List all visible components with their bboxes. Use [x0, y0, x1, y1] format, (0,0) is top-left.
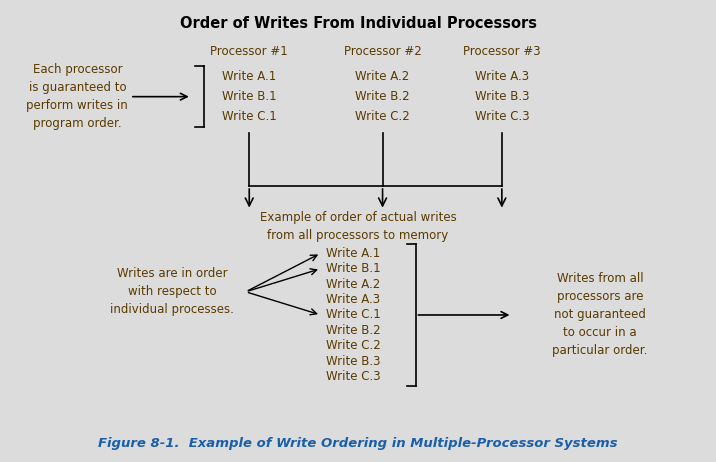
Text: Write B.3: Write B.3: [326, 355, 381, 368]
Text: Write C.2: Write C.2: [355, 110, 410, 123]
Text: Write A.2: Write A.2: [326, 278, 381, 291]
Text: Write A.2: Write A.2: [355, 70, 410, 83]
Text: Write B.3: Write B.3: [475, 90, 529, 103]
Text: Write A.1: Write A.1: [326, 247, 381, 260]
Text: Each processor
is guaranteed to
perform writes in
program order.: Each processor is guaranteed to perform …: [26, 63, 128, 130]
Text: Writes are in order
with respect to
individual processes.: Writes are in order with respect to indi…: [110, 267, 234, 316]
Text: Write B.1: Write B.1: [222, 90, 276, 103]
Text: Write C.2: Write C.2: [326, 340, 381, 353]
Text: Processor #1: Processor #1: [211, 45, 288, 58]
Text: Write C.1: Write C.1: [326, 309, 381, 322]
Text: Write C.3: Write C.3: [326, 370, 381, 383]
Text: Write C.3: Write C.3: [475, 110, 529, 123]
Text: Write B.2: Write B.2: [326, 324, 381, 337]
Text: Processor #2: Processor #2: [344, 45, 422, 58]
Text: Write B.2: Write B.2: [355, 90, 410, 103]
Text: Processor #3: Processor #3: [463, 45, 541, 58]
Text: Figure 8-1.  Example of Write Ordering in Multiple-Processor Systems: Figure 8-1. Example of Write Ordering in…: [98, 437, 618, 450]
Text: Example of order of actual writes
from all processors to memory: Example of order of actual writes from a…: [260, 211, 456, 242]
Text: Write A.3: Write A.3: [475, 70, 529, 83]
Text: Write B.1: Write B.1: [326, 262, 381, 275]
Text: Writes from all
processors are
not guaranteed
to occur in a
particular order.: Writes from all processors are not guara…: [552, 273, 648, 358]
Text: Write C.1: Write C.1: [222, 110, 276, 123]
Text: Write A.3: Write A.3: [326, 293, 380, 306]
Text: Order of Writes From Individual Processors: Order of Writes From Individual Processo…: [180, 16, 536, 31]
Text: Write A.1: Write A.1: [222, 70, 276, 83]
